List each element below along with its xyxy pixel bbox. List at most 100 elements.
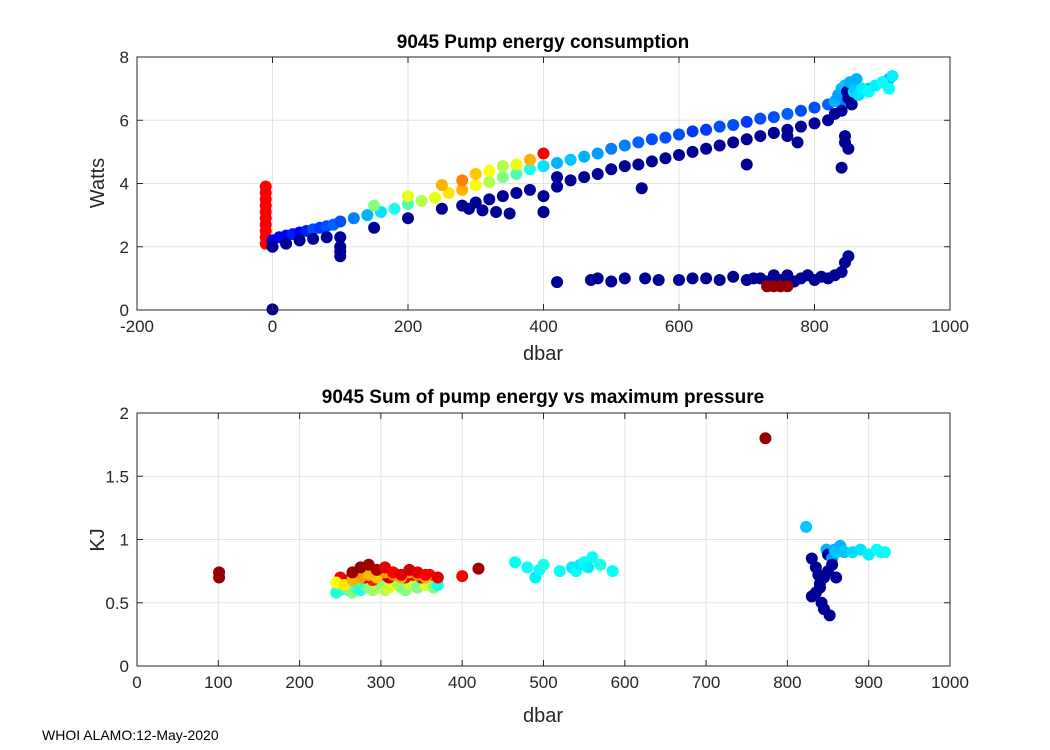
data-point: [618, 272, 631, 285]
data-point: [551, 156, 564, 169]
data-point: [591, 168, 604, 181]
data-point: [429, 191, 442, 204]
data-point: [754, 112, 767, 125]
x-tick-label: 200: [285, 673, 313, 692]
y-tick-label: 4: [120, 175, 129, 194]
x-tick-label: 400: [529, 317, 557, 336]
x-axis-label: dbar: [523, 343, 563, 365]
data-point: [700, 142, 713, 155]
data-point: [368, 199, 381, 212]
data-point: [659, 152, 672, 165]
data-point: [510, 186, 523, 199]
data-point: [767, 126, 780, 139]
data-point: [462, 202, 475, 215]
data-point: [826, 558, 839, 571]
data-point: [673, 273, 685, 286]
x-tick-label: 200: [394, 317, 422, 336]
data-point: [606, 565, 619, 578]
data-point: [293, 234, 306, 247]
data-point: [727, 118, 740, 131]
x-tick-label: 800: [773, 673, 801, 692]
data-point: [700, 272, 713, 285]
data-point: [564, 174, 577, 187]
data-point: [368, 221, 381, 234]
data-point: [334, 250, 347, 263]
x-tick-label: 1000: [931, 317, 969, 336]
data-point: [594, 558, 607, 571]
data-point: [442, 186, 455, 199]
data-point: [800, 520, 813, 533]
data-point: [686, 272, 699, 285]
data-point: [496, 160, 509, 173]
y-tick-label: 0: [120, 301, 129, 320]
data-point: [483, 164, 496, 177]
x-tick-label: 0: [132, 673, 141, 692]
data-point: [740, 133, 753, 146]
data-point: [496, 190, 509, 203]
data-point: [483, 175, 496, 188]
y-axis-label: KJ: [87, 528, 109, 551]
data-point: [618, 139, 631, 152]
data-point: [605, 142, 618, 155]
data-point: [713, 273, 726, 286]
data-point: [586, 551, 599, 564]
data-point: [213, 571, 226, 584]
data-point: [659, 131, 672, 144]
data-point: [578, 171, 591, 184]
data-point: [686, 125, 699, 138]
data-point: [791, 136, 804, 149]
data-points: [259, 69, 899, 316]
data-point: [635, 182, 648, 195]
data-point: [645, 133, 658, 146]
data-point: [551, 180, 564, 193]
data-point: [496, 171, 509, 184]
data-point: [754, 130, 767, 143]
tick-labels: 0 100 200 300 400 500 600 700 800 900 1000 0 0.5 1 1.5…: [105, 404, 969, 692]
data-point: [700, 123, 713, 136]
data-point: [510, 158, 523, 171]
y-tick-label: 1: [120, 531, 129, 550]
y-tick-label: 0: [120, 657, 129, 676]
data-point: [713, 139, 726, 152]
data-point: [476, 204, 489, 217]
data-point: [781, 130, 794, 143]
x-tick-label: 400: [448, 673, 476, 692]
data-point: [645, 155, 658, 168]
data-point: [686, 145, 699, 158]
data-point: [334, 231, 347, 244]
data-point: [639, 272, 652, 285]
data-point: [830, 571, 843, 584]
data-point: [419, 568, 432, 581]
data-point: [523, 163, 536, 176]
data-point: [564, 153, 577, 166]
data-point: [835, 266, 848, 279]
data-point: [605, 275, 618, 288]
x-tick-label: 0: [268, 317, 277, 336]
data-point: [618, 160, 631, 173]
data-point: [781, 107, 794, 120]
y-tick-label: 1.5: [105, 467, 129, 486]
data-point: [673, 128, 685, 141]
data-point: [537, 190, 550, 203]
data-point: [713, 120, 726, 133]
energy-sum-plot: 0 100 200 300 400 500 600 700 800 900 1000 0 0.5 1 1.5…: [87, 387, 969, 727]
data-point: [537, 147, 550, 160]
data-point: [334, 215, 347, 228]
data-point: [838, 136, 851, 149]
data-point: [472, 562, 485, 575]
data-point: [521, 561, 534, 574]
data-point: [740, 115, 753, 128]
x-tick-label: 1000: [931, 673, 969, 692]
data-point: [266, 240, 279, 253]
data-point: [878, 546, 891, 559]
data-point: [523, 183, 536, 196]
data-point: [456, 183, 469, 196]
data-point: [456, 570, 469, 583]
data-point: [842, 250, 855, 263]
data-point: [781, 280, 794, 293]
data-point: [347, 212, 360, 225]
data-points: [213, 432, 891, 622]
data-point: [883, 82, 896, 95]
data-point: [727, 270, 740, 283]
data-point: [845, 98, 858, 111]
